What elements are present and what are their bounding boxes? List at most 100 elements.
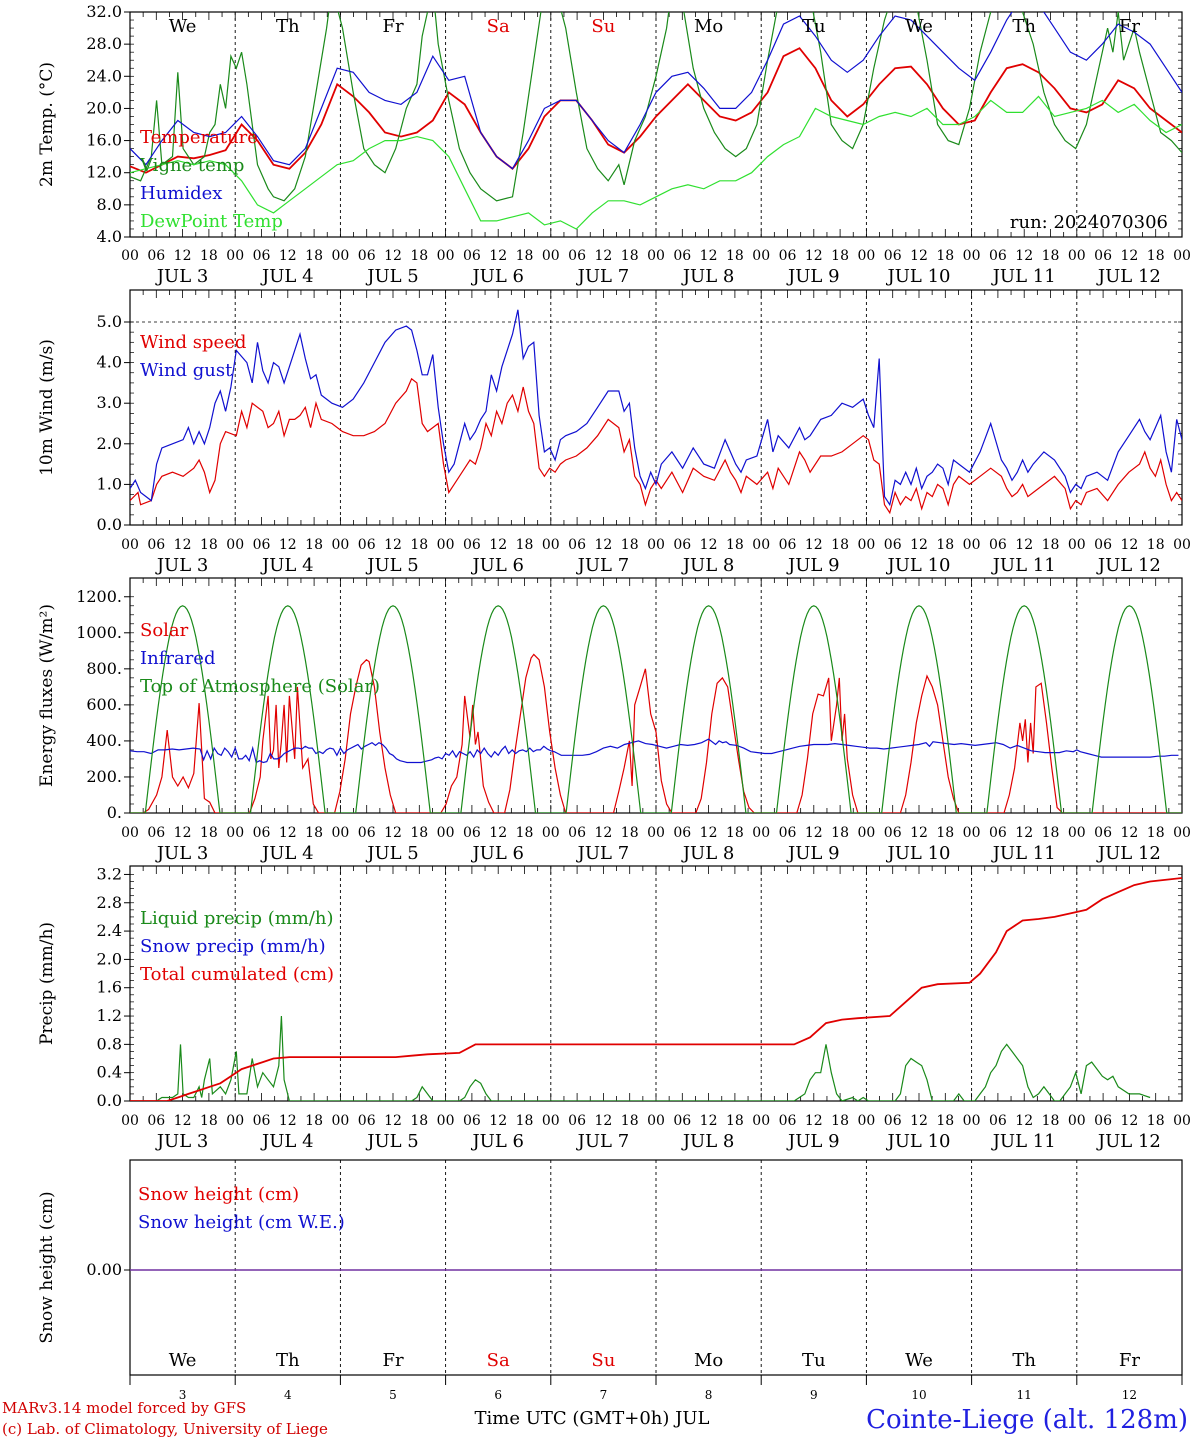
y-tick-label: 24.0 — [86, 66, 122, 85]
series-infrared — [130, 738, 1179, 764]
date-label: JUL 12 — [1096, 843, 1161, 864]
hour-tick-label: 00 — [331, 537, 349, 553]
hour-tick-label: 00 — [226, 825, 244, 841]
day-name-label: Fr — [1119, 16, 1140, 37]
hour-tick-label: 18 — [1042, 248, 1060, 264]
date-label: JUL 6 — [470, 266, 524, 287]
hour-tick-label: 00 — [1173, 537, 1191, 553]
hour-tick-label: 12 — [700, 1113, 718, 1129]
hour-tick-label: 00 — [1173, 825, 1191, 841]
hour-tick-label: 06 — [1094, 1113, 1112, 1129]
hour-tick-label: 12 — [805, 537, 823, 553]
hour-tick-label: 06 — [1094, 537, 1112, 553]
hour-tick-label: 18 — [410, 1113, 428, 1129]
day-number-label: 4 — [284, 1388, 292, 1402]
hour-tick-label: 12 — [1120, 1113, 1138, 1129]
hour-tick-label: 00 — [121, 1113, 139, 1129]
y-tick-label: 400. — [86, 731, 122, 750]
hour-tick-label: 12 — [910, 1113, 928, 1129]
legend-entry: Snow height (cm) — [138, 1184, 299, 1205]
legend-entry: Infrared — [140, 648, 215, 669]
date-label: JUL 6 — [470, 1131, 524, 1152]
y-tick-label: 0.0 — [97, 515, 122, 534]
hour-tick-label: 06 — [253, 248, 271, 264]
y-tick-label: 12.0 — [86, 163, 122, 182]
hour-tick-label: 00 — [226, 537, 244, 553]
hour-tick-label: 06 — [673, 1113, 691, 1129]
hour-tick-label: 12 — [384, 248, 402, 264]
hour-tick-label: 18 — [726, 248, 744, 264]
day-number-label: 8 — [705, 1388, 713, 1402]
legend-entry: Total cumulated (cm) — [140, 964, 334, 985]
series-solar — [130, 653, 1182, 813]
hour-tick-label: 12 — [1015, 1113, 1033, 1129]
hour-tick-label: 00 — [1173, 1113, 1191, 1129]
hour-tick-label: 00 — [1068, 248, 1086, 264]
hour-tick-label: 18 — [621, 248, 639, 264]
y-tick-label: 20.0 — [86, 98, 122, 117]
date-label: JUL 5 — [365, 266, 419, 287]
y-tick-label: 4.0 — [97, 227, 122, 246]
hour-tick-label: 06 — [989, 537, 1007, 553]
hour-tick-label: 12 — [594, 1113, 612, 1129]
day-name-label: We — [169, 1350, 197, 1371]
hour-tick-label: 12 — [805, 825, 823, 841]
date-label: JUL 12 — [1096, 266, 1161, 287]
date-label: JUL 3 — [155, 555, 209, 576]
date-label: JUL 6 — [470, 843, 524, 864]
day-name-label: Sa — [487, 16, 510, 37]
series-group — [130, 309, 1182, 515]
y-tick-label: 8.0 — [97, 195, 122, 214]
y-tick-label: 0. — [107, 803, 122, 822]
hour-tick-label: 06 — [253, 1113, 271, 1129]
day-name-label: We — [905, 1350, 933, 1371]
day-name-label: Tu — [802, 16, 826, 37]
footer-lab-credit: (c) Lab. of Climatology, University of L… — [2, 1420, 328, 1438]
date-label: JUL 7 — [576, 555, 630, 576]
hour-tick-label: 12 — [700, 248, 718, 264]
hour-tick-label: 00 — [1068, 1113, 1086, 1129]
hour-tick-label: 06 — [779, 1113, 797, 1129]
hour-tick-label: 00 — [963, 248, 981, 264]
hour-tick-label: 06 — [463, 248, 481, 264]
hour-tick-label: 12 — [805, 1113, 823, 1129]
hour-tick-label: 12 — [174, 825, 192, 841]
hour-tick-label: 06 — [673, 825, 691, 841]
hour-tick-label: 12 — [279, 1113, 297, 1129]
hour-tick-label: 06 — [779, 825, 797, 841]
hour-tick-label: 12 — [279, 248, 297, 264]
day-name-label: Fr — [382, 1350, 403, 1371]
hour-tick-label: 00 — [121, 537, 139, 553]
hour-tick-label: 00 — [1173, 248, 1191, 264]
y-tick-label: 1.2 — [97, 1006, 122, 1025]
hour-tick-label: 00 — [331, 1113, 349, 1129]
hour-tick-label: 00 — [331, 248, 349, 264]
hour-tick-label: 06 — [253, 825, 271, 841]
hour-tick-label: 06 — [884, 248, 902, 264]
hour-tick-label: 12 — [805, 248, 823, 264]
hour-tick-label: 18 — [410, 537, 428, 553]
hour-tick-label: 12 — [1015, 825, 1033, 841]
hour-tick-label: 06 — [989, 1113, 1007, 1129]
y-tick-label: 2.0 — [97, 949, 122, 968]
hour-tick-label: 12 — [174, 1113, 192, 1129]
date-label: JUL 7 — [576, 1131, 630, 1152]
legend-entry: Temperature — [140, 127, 258, 148]
hour-tick-label: 06 — [147, 537, 165, 553]
hour-tick-label: 18 — [936, 1113, 954, 1129]
hour-tick-label: 18 — [831, 248, 849, 264]
hour-tick-label: 06 — [147, 1113, 165, 1129]
hour-tick-label: 18 — [1042, 825, 1060, 841]
time-axis-title: Time UTC (GMT+0h) JUL — [475, 1408, 710, 1429]
hour-tick-label: 00 — [437, 825, 455, 841]
hour-tick-label: 12 — [174, 537, 192, 553]
hour-tick-label: 06 — [463, 1113, 481, 1129]
hour-tick-label: 18 — [305, 248, 323, 264]
hour-tick-label: 06 — [147, 825, 165, 841]
date-label: JUL 4 — [260, 555, 314, 576]
day-number-label: 6 — [494, 1388, 502, 1402]
hour-tick-label: 12 — [384, 1113, 402, 1129]
day-number-label: 12 — [1122, 1388, 1137, 1402]
hour-tick-label: 18 — [621, 825, 639, 841]
